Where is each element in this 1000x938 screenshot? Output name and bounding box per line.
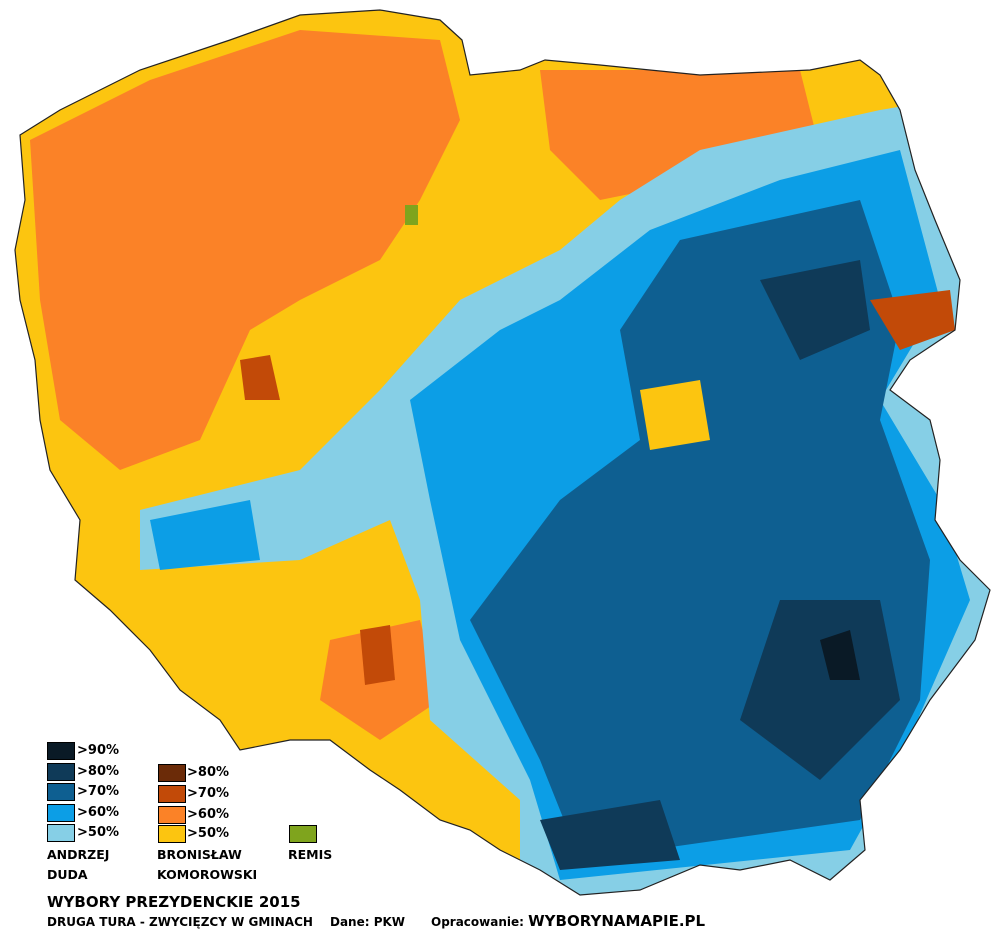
legend-label: >70% [187, 786, 230, 801]
map-title: WYBORY PREZYDENCKIE 2015 [47, 893, 301, 911]
duda-80-region [540, 800, 680, 870]
legend-swatch [158, 785, 186, 803]
author-credit: Opracowanie: WYBORYNAMAPIE.PL [431, 912, 706, 930]
legend-swatch [47, 742, 75, 760]
legend-label: >60% [77, 805, 120, 820]
duda-60-region [150, 500, 260, 570]
legend-label: >80% [77, 764, 120, 779]
legend-label: >60% [187, 807, 230, 822]
legend-swatch [158, 825, 186, 843]
komorowski-70-region [360, 625, 395, 685]
legend-swatch [47, 824, 75, 842]
legend-swatch [47, 763, 75, 781]
data-source: Dane: PKW [330, 915, 406, 929]
legend-swatch [47, 804, 75, 822]
duda-90-region [820, 630, 860, 680]
komorowski-70-region [870, 290, 955, 350]
komorowski-70-region [240, 355, 280, 400]
remis-region [405, 205, 418, 225]
legend-swatch [47, 783, 75, 801]
duda-80-region [740, 600, 900, 780]
legend-label: REMIS [288, 847, 333, 862]
legend-label: >90% [77, 743, 120, 758]
legend-swatch [289, 825, 317, 843]
legend-label: >50% [187, 826, 230, 841]
legend-label: >70% [77, 784, 120, 799]
legend-label: >80% [187, 765, 230, 780]
komorowski-60-region [30, 30, 460, 470]
candidate-name: BRONISŁAW KOMOROWSKI [157, 847, 258, 882]
legend-swatch [158, 806, 186, 824]
legend-label: >50% [77, 825, 120, 840]
legend-swatch [158, 764, 186, 782]
komorowski-60-warsaw [640, 380, 710, 450]
poland-border [14, 9, 991, 896]
duda-80-region [760, 260, 870, 360]
candidate-name: ANDRZEJ DUDA [47, 847, 110, 882]
map-subtitle: DRUGA TURA - ZWYCIĘZCY W GMINACH [47, 915, 313, 929]
